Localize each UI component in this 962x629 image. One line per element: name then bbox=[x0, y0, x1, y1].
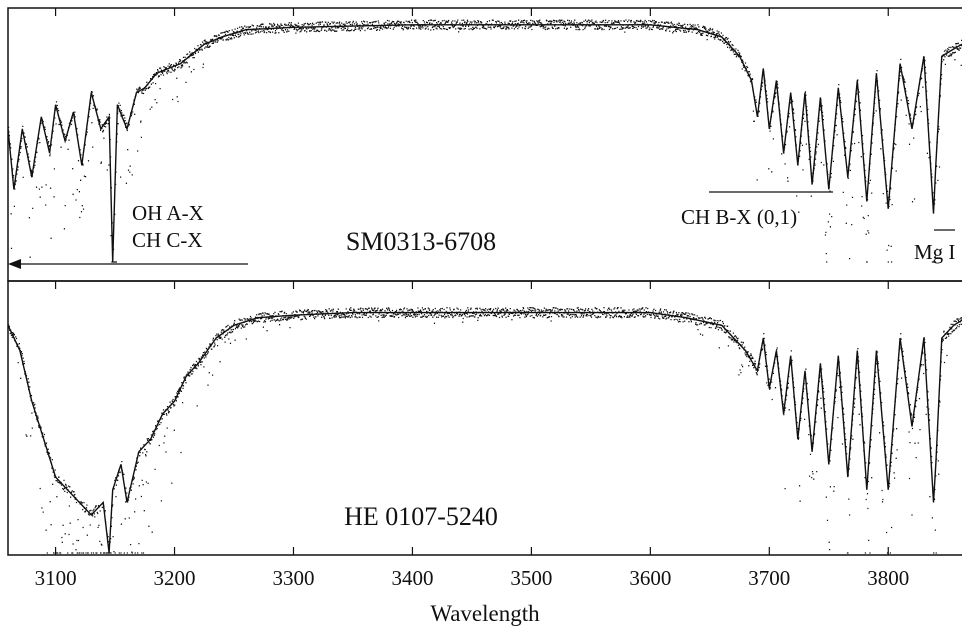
panel-top-star-label: SM0313-6708 bbox=[346, 227, 496, 256]
annotation-ch-bx: CH B-X (0,1) bbox=[681, 205, 797, 229]
series-he0107-5240-trace bbox=[8, 306, 962, 554]
x-tick-label: 3800 bbox=[867, 566, 909, 590]
annotation-oh-ch-arrowhead bbox=[8, 259, 21, 269]
series-points bbox=[8, 306, 962, 554]
annotation-ch-cx: CH C-X bbox=[132, 228, 203, 252]
x-tick-label: 3600 bbox=[629, 566, 671, 590]
x-tick-label: 3500 bbox=[510, 566, 552, 590]
annotation-mg-i: Mg I bbox=[914, 240, 955, 264]
bottom-panel-frame bbox=[7, 280, 962, 556]
series-sm0313-6708-trace bbox=[8, 19, 962, 263]
x-axis-label: Wavelength bbox=[430, 601, 540, 626]
x-tick-label: 3700 bbox=[748, 566, 790, 590]
x-axis-ticks: 3100 3200 3300 3400 3500 3600 3700 3800 bbox=[35, 8, 909, 590]
x-tick-label: 3100 bbox=[35, 566, 77, 590]
x-tick-label: 3200 bbox=[154, 566, 196, 590]
x-tick-label: 3300 bbox=[272, 566, 314, 590]
annotation-oh-ax: OH A-X bbox=[132, 201, 204, 225]
series-points bbox=[8, 19, 962, 263]
panel-bottom-star-label: HE 0107-5240 bbox=[344, 502, 498, 531]
x-tick-label: 3400 bbox=[391, 566, 433, 590]
